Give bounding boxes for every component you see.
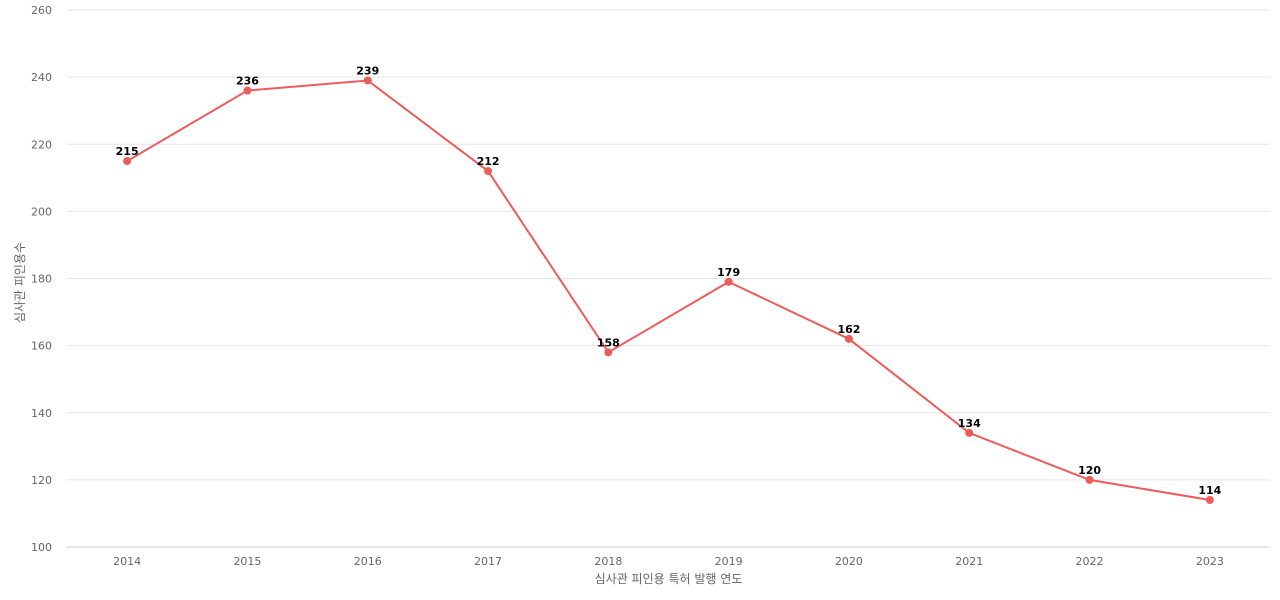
- data-point[interactable]: [844, 334, 853, 343]
- data-label: 212: [477, 155, 500, 168]
- data-label: 134: [958, 417, 981, 430]
- y-tick-label: 220: [31, 138, 52, 151]
- y-tick-label: 120: [31, 474, 52, 487]
- x-tick-label: 2017: [474, 555, 502, 568]
- x-tick-label: 2018: [594, 555, 622, 568]
- data-point[interactable]: [484, 167, 493, 176]
- x-tick-label: 2022: [1076, 555, 1104, 568]
- data-point[interactable]: [724, 277, 733, 286]
- y-tick-label: 180: [31, 273, 52, 286]
- data-point[interactable]: [1085, 475, 1094, 484]
- data-label: 236: [236, 75, 259, 88]
- series-line: [126, 79, 1211, 501]
- data-label: 114: [1198, 484, 1221, 497]
- data-point[interactable]: [1205, 496, 1214, 505]
- y-tick-label: 160: [31, 340, 52, 353]
- data-point[interactable]: [363, 76, 372, 85]
- y-tick-label: 240: [31, 71, 52, 84]
- x-tick-label: 2014: [113, 555, 141, 568]
- x-tick-label: 2021: [955, 555, 983, 568]
- y-tick-label: 200: [31, 205, 52, 218]
- data-point[interactable]: [604, 348, 613, 357]
- x-tick-label: 2020: [835, 555, 863, 568]
- y-tick-label: 140: [31, 407, 52, 420]
- data-label: 179: [717, 266, 740, 279]
- series-layer: [123, 76, 1214, 505]
- data-point[interactable]: [123, 157, 132, 166]
- grid-layer: [67, 9, 1270, 548]
- data-point[interactable]: [243, 86, 252, 95]
- y-tick-label: 100: [31, 541, 52, 554]
- data-label: 162: [837, 323, 860, 336]
- y-axis-ticks: 100 120 140 160 180 200 220 240 260: [31, 4, 52, 554]
- y-axis-title: 심사관 피인용수: [13, 242, 27, 323]
- data-label: 215: [116, 145, 139, 158]
- x-tick-label: 2023: [1196, 555, 1224, 568]
- data-label: 239: [356, 64, 379, 77]
- x-axis-title: 심사관 피인용 특허 발행 연도: [595, 571, 743, 586]
- data-labels-layer: 215 236 239 212 158 179 162 134 120 114: [116, 64, 1222, 497]
- data-point[interactable]: [965, 428, 974, 437]
- y-tick-label: 260: [31, 4, 52, 17]
- data-label: 158: [597, 336, 620, 349]
- x-axis-ticks: 2014 2015 2016 2017 2018 2019 2020 2021 2022 2023: [113, 555, 1224, 568]
- x-tick-label: 2016: [354, 555, 382, 568]
- x-tick-label: 2019: [715, 555, 743, 568]
- x-tick-label: 2015: [233, 555, 261, 568]
- data-label: 120: [1078, 464, 1101, 477]
